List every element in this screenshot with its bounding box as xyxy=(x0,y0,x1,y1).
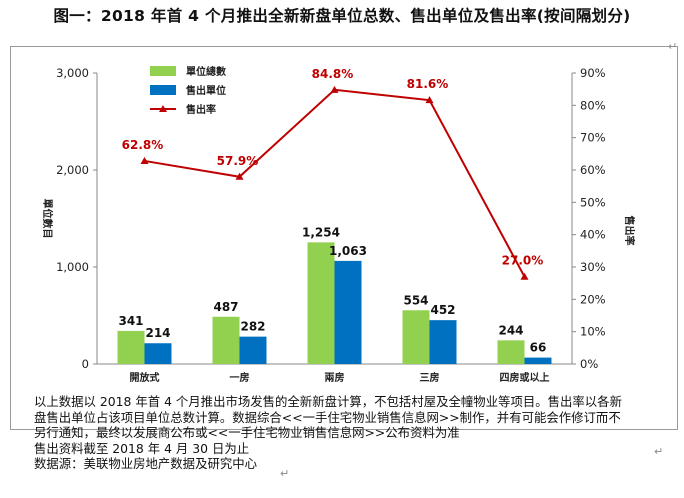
left-tick-label: 3,000 xyxy=(56,66,89,80)
rate-marker xyxy=(140,156,149,164)
bar-total-label: 341 xyxy=(118,314,143,328)
bar-total-label: 554 xyxy=(403,293,428,307)
note-line: 以上数据以 2018 年首 4 个月推出市场发售的全新新盘计算，不包括村屋及全幢… xyxy=(34,394,622,409)
category-label: 三房 xyxy=(420,371,440,384)
left-tick-label: 0 xyxy=(82,357,89,371)
category-label: 四房或以上 xyxy=(500,371,550,384)
bar-total xyxy=(117,330,145,364)
note-line: 另行通知，最终以发展商公布或<<一手住宅物业销售信息网>>公布资料为准 xyxy=(34,425,460,441)
bar-total xyxy=(307,242,335,364)
bar-sold-label: 282 xyxy=(240,320,265,334)
legend-swatch-sold xyxy=(150,85,176,95)
bar-total xyxy=(497,340,525,364)
bar-total xyxy=(212,316,240,364)
right-tick-label: 70% xyxy=(580,131,606,145)
bar-sold xyxy=(524,357,552,364)
legend-label-total: 單位總數 xyxy=(186,65,226,78)
right-tick-label: 40% xyxy=(580,228,606,242)
legend-label-sold: 售出單位 xyxy=(186,84,226,97)
right-tick-label: 80% xyxy=(580,98,606,112)
bar-sold-label: 66 xyxy=(530,341,547,355)
right-tick-label: 10% xyxy=(580,325,606,339)
category-label: 開放式 xyxy=(130,371,160,384)
right-tick-label: 90% xyxy=(580,66,606,80)
bar-total-label: 487 xyxy=(213,300,238,314)
right-tick-label: 30% xyxy=(580,260,606,274)
chart-title: 图一：2018 年首 4 个月推出全新新盘单位总数、售出单位及售出率(按间隔划分… xyxy=(53,7,631,25)
category-label: 一房 xyxy=(230,371,250,384)
rate-marker xyxy=(330,85,339,93)
bar-sold xyxy=(429,320,457,364)
legend-marker-rate xyxy=(159,105,167,112)
right-tick-label: 60% xyxy=(580,163,606,177)
return-mark-icon: ↵ xyxy=(654,445,664,458)
note-line: 数据源：美联物业房地产数据及研究中心 xyxy=(34,456,258,472)
left-tick-label: 1,000 xyxy=(56,260,89,274)
right-tick-label: 20% xyxy=(580,292,606,306)
rate-label: 84.8% xyxy=(312,67,354,81)
rate-label: 57.9% xyxy=(217,154,259,168)
bar-sold xyxy=(239,336,267,364)
notes-block: 以上数据以 2018 年首 4 个月推出市场发售的全新新盘计算，不包括村屋及全幢… xyxy=(34,394,644,472)
bar-sold-label: 452 xyxy=(430,303,455,317)
right-tick-label: 50% xyxy=(580,195,606,209)
return-mark-icon: ↵ xyxy=(280,467,290,480)
rate-label: 81.6% xyxy=(407,77,449,91)
rate-marker xyxy=(520,272,529,280)
legend-swatch-total xyxy=(150,66,176,76)
right-tick-label: 0% xyxy=(580,357,598,371)
rate-marker xyxy=(235,172,244,180)
bar-total-label: 1,254 xyxy=(302,225,340,239)
left-tick-label: 2,000 xyxy=(56,163,89,177)
return-mark-icon: ↵ xyxy=(668,40,678,53)
bar-sold-label: 214 xyxy=(145,326,170,340)
bar-total-label: 244 xyxy=(498,323,523,337)
bar-sold-label: 1,063 xyxy=(329,244,367,258)
chart-frame xyxy=(10,46,678,430)
bar-sold xyxy=(334,260,362,364)
rate-label: 62.8% xyxy=(122,138,164,152)
rate-marker xyxy=(425,96,434,104)
y2-axis-label: 售出率 xyxy=(623,216,636,246)
note-line: 售出资料截至 2018 年 4 月 30 日为止 xyxy=(34,440,250,456)
bar-total xyxy=(402,310,430,364)
bar-sold xyxy=(144,343,172,364)
y-axis-label: 單位數目 xyxy=(41,199,54,239)
category-label: 兩房 xyxy=(325,371,345,384)
rate-label: 27.0% xyxy=(502,254,544,268)
note-line: 盘售出单位占该项目单位总数计算。数据综合<<一手住宅物业销售信息网>>制作，并有… xyxy=(34,409,621,425)
legend-label-rate: 售出率 xyxy=(186,103,216,116)
